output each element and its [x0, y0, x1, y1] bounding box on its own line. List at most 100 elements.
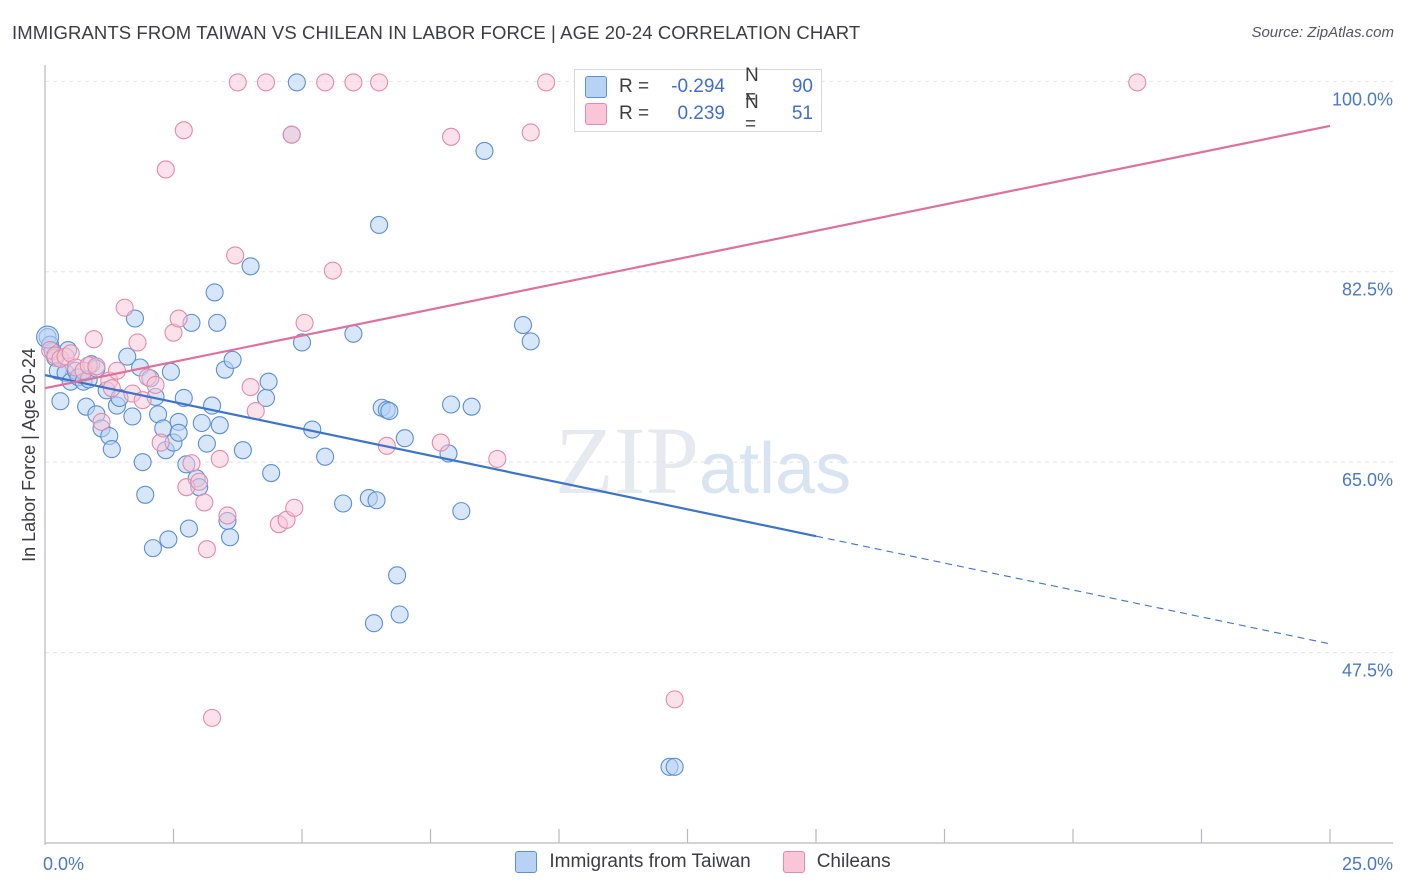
chileans-point [295, 313, 314, 332]
legend-swatch-taiwan [515, 851, 538, 873]
taiwan-point [233, 441, 252, 460]
chart-title: IMMIGRANTS FROM TAIWAN VS CHILEAN IN LAB… [12, 22, 861, 43]
series-legend: Immigrants from Taiwan Chileans [0, 851, 1406, 873]
chileans-point [203, 708, 222, 727]
legend-r-value: -0.294 [671, 76, 725, 97]
chileans-point [521, 123, 540, 142]
taiwan-point [513, 316, 533, 335]
taiwan-point [241, 257, 260, 276]
chileans-point [442, 127, 461, 146]
taiwan-point [51, 392, 70, 411]
y-tick-label: 65.0% [1342, 470, 1393, 490]
chileans-point [210, 449, 229, 468]
legend-swatch-chileans [585, 103, 607, 125]
y-tick-label: 82.5% [1342, 280, 1393, 300]
chileans-point [151, 433, 170, 452]
legend-row-taiwan: R = -0.294 N = 90 [585, 65, 813, 108]
legend-n-value: 90 [791, 76, 813, 97]
taiwan-point [208, 313, 227, 332]
chileans-trend-line [44, 124, 1331, 390]
taiwan-point [223, 350, 242, 369]
taiwan-point [462, 397, 481, 416]
taiwan-point [169, 423, 188, 442]
chileans-point [665, 690, 684, 709]
taiwan-point [367, 491, 386, 510]
taiwan-point [123, 407, 142, 426]
chileans-point [197, 540, 216, 559]
legend-n-label: N = [745, 92, 759, 135]
taiwan-point [259, 372, 278, 391]
series-taiwan-points [36, 73, 684, 776]
x-tick-label: 0.0% [43, 854, 84, 874]
chileans-point [256, 73, 276, 92]
legend-label-chileans: Chileans [816, 851, 891, 872]
chileans-point [370, 73, 389, 92]
y-tick-label: 47.5% [1342, 661, 1393, 681]
axis-labels: 100.0% 82.5% 65.0% 47.5% 0.0% 25.0% In Labor F… [19, 89, 1393, 874]
legend-r-label: R = [619, 76, 650, 97]
taiwan-point [205, 283, 224, 302]
legend-swatch-chileans [782, 851, 805, 873]
chileans-point [226, 246, 245, 265]
axes [44, 65, 1393, 845]
chileans-point [282, 125, 301, 144]
taiwan-trend-extension [815, 535, 1331, 645]
taiwan-point [388, 566, 407, 585]
taiwan-point [395, 429, 414, 448]
chileans-point [241, 378, 260, 397]
chileans-point [87, 357, 106, 376]
chileans-point [1128, 73, 1147, 92]
legend-r-value: 0.239 [677, 103, 725, 124]
chileans-point [107, 361, 127, 380]
chileans-point [195, 493, 214, 512]
taiwan-point [118, 347, 137, 366]
legend-item-taiwan: Immigrants from Taiwan [515, 851, 751, 873]
chileans-point [488, 449, 507, 468]
chileans-point [228, 73, 247, 92]
taiwan-point [665, 757, 684, 776]
taiwan-point [197, 434, 216, 453]
taiwan-point [102, 440, 121, 459]
taiwan-point [292, 333, 312, 352]
chileans-point [169, 309, 188, 328]
taiwan-point [316, 447, 335, 466]
chileans-point [218, 506, 237, 525]
chileans-point [323, 261, 342, 280]
y-tick-label: 100.0% [1332, 89, 1393, 109]
taiwan-point [220, 528, 240, 547]
taiwan-point [380, 401, 399, 421]
trend-lines [44, 124, 1331, 645]
chileans-point [92, 412, 111, 431]
taiwan-point [364, 614, 384, 633]
taiwan-point [334, 494, 353, 513]
taiwan-point [179, 519, 198, 538]
taiwan-point [262, 463, 281, 483]
legend-r-label: R = [619, 103, 650, 124]
chileans-point [316, 73, 335, 92]
y-axis-label: In Labor Force | Age 20-24 [19, 348, 39, 562]
chileans-point [146, 375, 165, 394]
taiwan-point [159, 530, 178, 549]
taiwan-trend-line [44, 374, 817, 538]
taiwan-point [287, 73, 306, 92]
taiwan-point [452, 502, 471, 521]
taiwan-point [192, 413, 211, 433]
chileans-point [115, 298, 134, 317]
watermark-atlas: atlas [699, 429, 852, 509]
legend-item-chileans: Chileans [782, 851, 891, 873]
chileans-point [285, 498, 304, 517]
chileans-point [182, 454, 201, 473]
chileans-point [174, 121, 193, 140]
taiwan-point [475, 141, 494, 161]
chileans-point [84, 330, 103, 349]
chileans-point [128, 333, 147, 352]
series-chileans-points [41, 73, 1147, 727]
taiwan-point [133, 453, 152, 472]
chileans-point [156, 160, 175, 179]
taiwan-point [136, 485, 155, 504]
grid-lines [45, 80, 1393, 654]
legend-n-label: N = [745, 65, 759, 108]
chileans-point [190, 472, 209, 491]
chileans-point [344, 73, 363, 92]
